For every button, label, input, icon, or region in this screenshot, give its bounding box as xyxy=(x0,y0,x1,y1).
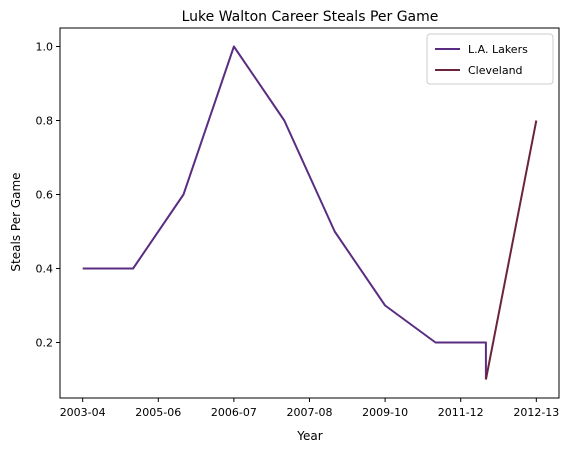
series-layer xyxy=(82,45,538,380)
series-line-l-a-lakers xyxy=(82,45,487,380)
x-tick-label: 2005-06 xyxy=(135,406,181,419)
y-tick-label: 0.6 xyxy=(36,189,54,202)
x-tick-label: 2006-07 xyxy=(211,406,257,419)
legend: L.A. Lakers Cleveland xyxy=(426,33,554,85)
x-axis: 2003-04 2005-06 2006-07 2007-08 2009-10 2011-… xyxy=(60,398,559,419)
series-line-cleveland xyxy=(484,120,538,380)
y-tick-label: 0.4 xyxy=(36,263,54,276)
x-tick-label: 2011-12 xyxy=(438,406,484,419)
y-tick-label: 1.0 xyxy=(36,41,54,54)
x-tick-label: 2007-08 xyxy=(287,406,333,419)
x-tick-label: 2012-13 xyxy=(513,406,559,419)
x-tick-label: 2009-10 xyxy=(362,406,408,419)
legend-label-cleveland: Cleveland xyxy=(468,64,523,77)
legend-label-l-a-lakers: L.A. Lakers xyxy=(468,43,528,56)
y-axis-label: Steals Per Game xyxy=(9,172,23,271)
y-tick-label: 0.2 xyxy=(36,337,54,350)
y-tick-label: 0.8 xyxy=(36,115,54,128)
legend-box xyxy=(426,33,554,85)
y-axis: 0.2 0.4 0.6 0.8 1.0 xyxy=(36,41,60,350)
x-tick-label: 2003-04 xyxy=(60,406,106,419)
chart-title: Luke Walton Career Steals Per Game xyxy=(182,9,439,25)
x-axis-label: Year xyxy=(296,429,322,443)
